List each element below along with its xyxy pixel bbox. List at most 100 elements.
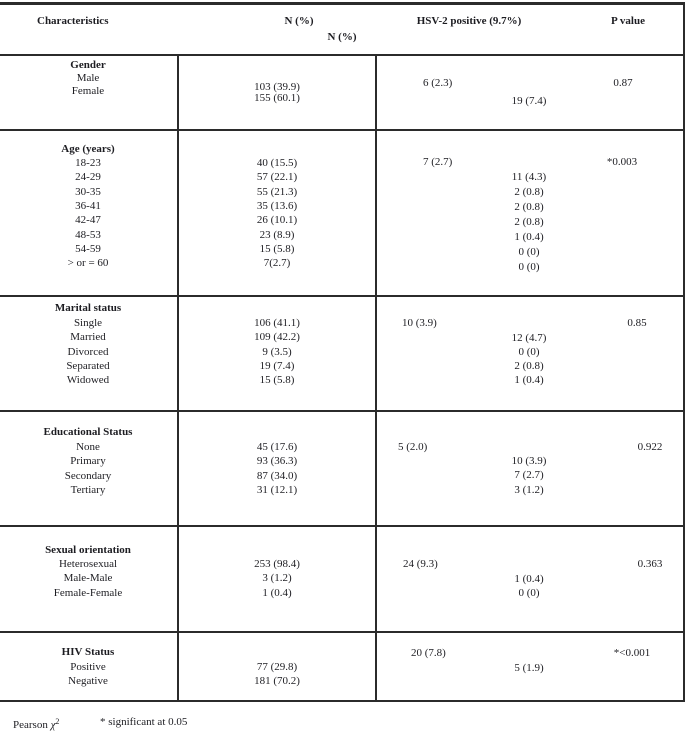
hsv-value: 12 (4.7) [511,331,547,344]
n-value: 109 (42.2) [254,331,300,344]
section-name: Marital status [54,302,122,314]
pearson-label: Pearson [13,719,51,731]
p-value: *0.003 [606,156,638,168]
n-value: 35 (13.6) [256,199,298,212]
section-name: Sexual orientation [45,544,131,556]
hsv-value: 1 (0.4) [514,572,544,585]
hsv-value: 1 (0.4) [514,231,544,243]
row-label: Divorced [67,345,109,358]
hsv-value: 2 (0.8) [514,216,544,228]
header-p-value: P value [611,15,645,27]
n-value: 9 (3.5) [262,345,292,358]
n-value: 87 (34.0) [256,469,298,482]
row-label: 42-47 [75,214,101,227]
chi-symbol: χ [50,719,56,731]
table-right-border [683,2,685,702]
row-label: Male [76,72,100,84]
table-bottom-border [0,700,685,703]
section-divider [0,129,685,131]
n-value: 31 (12.1) [256,483,298,496]
row-label: 36-41 [75,199,101,212]
row-label: 24-29 [75,171,101,184]
hsv-value: 0 (0) [518,246,540,258]
hsv-value: 2 (0.8) [514,186,544,198]
n-value: 181 (70.2) [254,675,300,687]
row-label: Male-Male [63,572,113,585]
hsv-value: 2 (0.8) [514,360,544,373]
row-label: None [76,441,100,453]
row-label: > or = 60 [67,257,109,270]
section-divider [0,525,685,527]
row-label: 48-53 [75,228,101,241]
n-value: 93 (36.3) [256,455,298,468]
header-n-pct: N (%) [284,15,314,27]
n-value: 3 (1.2) [262,572,292,585]
row-label: Female [71,84,105,97]
hsv-value: 10 (3.9) [511,455,547,467]
row-label: Negative [68,675,108,687]
row-label: Widowed [66,374,110,387]
hsv-value: 0 (0) [518,261,540,273]
n-value: 1 (0.4) [262,586,292,599]
row-label: 18-23 [75,157,101,169]
hsv-value-first: 5 (2.0) [398,441,428,453]
row-label: Secondary [64,469,112,482]
p-value: 0.363 [637,558,663,570]
n-value: 155 (60.1) [254,92,300,105]
header-divider [0,54,685,56]
header-n-pct-2: N (%) [327,31,357,43]
hsv-value: 11 (4.3) [511,171,547,183]
n-value: 7(2.7) [263,257,291,270]
n-value: 15 (5.8) [259,242,295,255]
table-top-border [0,2,685,5]
column-divider-2 [375,54,377,702]
section-name: Age (years) [61,143,115,155]
column-divider-1 [177,54,179,702]
header-hsv-positive: HSV-2 positive (9.7%) [416,15,522,27]
section-name: Educational Status [43,426,133,438]
header-characteristics: Characteristics [37,15,109,27]
row-label: Single [73,317,103,329]
hsv-value-first: 10 (3.9) [402,317,437,329]
section-name: Gender [70,59,106,71]
hsv-value: 7 (2.7) [514,469,544,482]
p-value: 0.85 [627,317,647,329]
n-value: 55 (21.3) [256,185,298,198]
n-value: 23 (8.9) [259,228,295,241]
row-label: Female-Female [53,586,123,599]
p-value: 0.87 [613,77,633,89]
hsv-value-first: 24 (9.3) [403,558,438,570]
row-label: Heterosexual [58,558,118,570]
n-value: 15 (5.8) [259,374,295,387]
p-value: 0.922 [637,441,663,453]
n-value: 45 (17.6) [256,441,298,453]
section-divider [0,410,685,412]
hsv-value: 0 (0) [518,345,540,358]
n-value: 106 (41.1) [254,317,300,329]
n-value: 253 (98.4) [254,558,300,570]
hsv-value-first: 6 (2.3) [423,77,453,89]
section-divider [0,295,685,297]
section-name: HIV Status [61,646,115,658]
row-label: 54-59 [75,242,101,255]
n-value: 40 (15.5) [256,157,298,169]
row-label: Primary [70,455,106,468]
n-value: 19 (7.4) [259,359,295,372]
hsv-value: 1 (0.4) [514,374,544,387]
hsv-value-first: 7 (2.7) [423,156,453,168]
pearson-chi-note: Pearson χ2 [13,716,59,731]
n-value: 57 (22.1) [256,171,298,184]
hsv-value: 5 (1.9) [514,662,544,674]
significance-note: * significant at 0.05 [100,716,188,728]
hsv-value: 19 (7.4) [511,94,547,107]
hsv-value: 0 (0) [518,586,540,599]
n-value: 77 (29.8) [256,661,298,673]
chi-exponent: 2 [55,717,60,726]
section-divider [0,631,685,633]
hsv-value: 3 (1.2) [514,483,544,496]
p-value: *<0.001 [613,647,651,659]
row-label: Married [70,331,106,344]
n-value: 103 (39.9) [254,80,300,93]
hsv-value: 2 (0.8) [514,201,544,213]
